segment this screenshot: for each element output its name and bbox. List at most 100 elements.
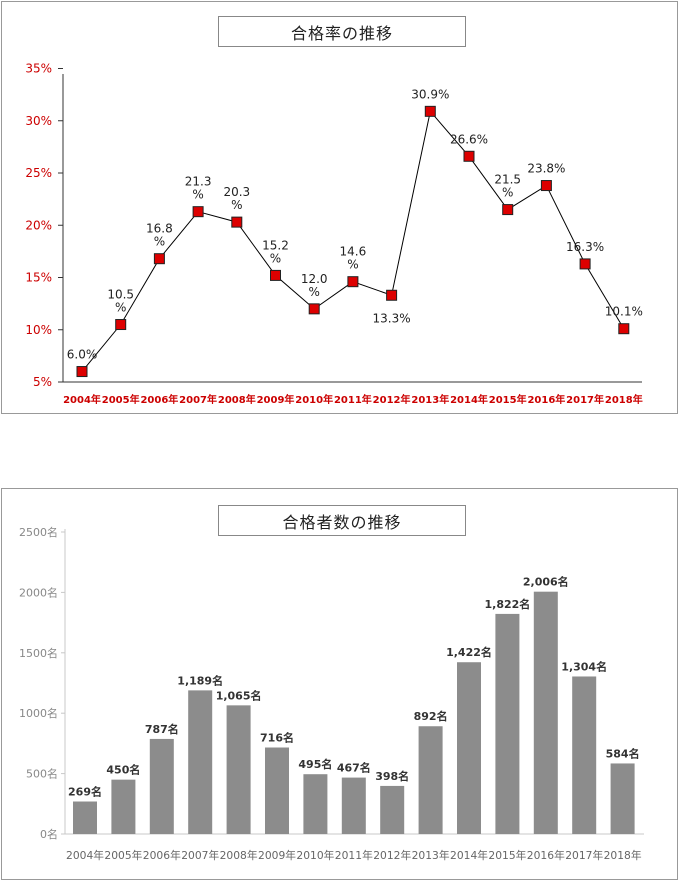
data-point-marker: [347, 276, 359, 288]
x-tick-label: 2010年: [296, 848, 334, 862]
y-tick-label: 15%: [25, 271, 52, 285]
y-tick-label: 2500名: [19, 525, 58, 539]
x-tick-label: 2007年: [179, 393, 217, 406]
y-tick-label: 35%: [25, 62, 52, 76]
x-tick-label: 2013年: [411, 393, 449, 406]
data-value-label: 10.5%: [107, 288, 134, 315]
bar: [572, 676, 597, 834]
data-point-marker: [76, 366, 88, 378]
x-tick-label: 2016年: [527, 393, 565, 406]
passers-chart-panel: 合格者数の推移 2500名 2000名 1500名 1000名 500名 0名 269名 45…: [1, 488, 678, 880]
data-value-label: 10.1%: [605, 305, 643, 319]
bar: [341, 777, 366, 834]
bar-value-label: 1,065名: [216, 688, 262, 702]
passers-chart-title: 合格者数の推移: [218, 505, 466, 536]
x-tick-label: 2016年: [527, 848, 565, 862]
data-point-marker: [270, 269, 281, 281]
bar: [73, 801, 97, 834]
y-tick-label: 30%: [25, 114, 52, 128]
data-value-label: 23.8%: [527, 162, 565, 176]
data-point-marker: [618, 323, 630, 335]
y-tick-label: 500名: [26, 767, 58, 781]
x-tick-label: 2015年: [489, 393, 527, 406]
y-tick-label: 1000名: [19, 706, 58, 720]
bar-value-label: 1,422名: [446, 645, 492, 659]
bar-value-label: 467名: [337, 761, 371, 775]
y-tick-label: 5%: [33, 375, 52, 389]
data-value-label: 16.3%: [566, 240, 604, 254]
data-point-marker: [192, 206, 204, 218]
data-value-label: 21.3%: [185, 175, 212, 202]
bar: [457, 662, 481, 834]
bar-value-label: 2,006名: [523, 575, 569, 589]
bar: [495, 613, 520, 834]
bar: [303, 774, 328, 834]
data-value-label: 26.6%: [450, 132, 488, 146]
x-tick-label: 2014年: [450, 393, 488, 406]
bar-value-label: 1,189名: [177, 673, 223, 687]
bar-value-label: 716名: [260, 731, 294, 745]
x-tick-label: 2018年: [605, 393, 643, 406]
x-tick-label: 2007年: [181, 848, 219, 862]
rate-chart-panel: 合格率の推移 35% 30% 25% 20% 15% 10% 5% 2004年 2005年 200…: [1, 1, 678, 414]
data-point-marker: [308, 303, 320, 315]
passers-bar-chart: 2500名 2000名 1500名 1000名 500名 0名 269名 450名 787名 1,…: [19, 525, 644, 862]
bar-value-label: 269名: [68, 785, 102, 799]
x-tick-label: 2010年: [295, 393, 333, 406]
bar-value-label: 398名: [375, 769, 409, 783]
data-point-marker: [115, 319, 127, 331]
x-tick-label: 2012年: [373, 393, 411, 406]
x-tick-label: 2009年: [258, 848, 296, 862]
x-tick-label: 2015年: [488, 848, 526, 862]
data-value-label: 30.9%: [411, 87, 449, 101]
bar: [610, 763, 635, 834]
y-tick-label: 1500名: [19, 646, 58, 660]
bar: [380, 785, 405, 834]
x-tick-label: 2004年: [63, 393, 101, 406]
data-value-label: 20.3%: [223, 185, 250, 212]
y-tick-label: 20%: [25, 218, 52, 232]
data-point-marker: [502, 204, 514, 216]
bar: [149, 738, 174, 834]
x-tick-label: 2011年: [335, 848, 373, 862]
data-point-marker: [153, 253, 165, 265]
x-tick-label: 2013年: [412, 848, 450, 862]
x-tick-label: 2014年: [450, 848, 488, 862]
data-point-marker: [463, 150, 475, 162]
x-tick-label: 2017年: [565, 848, 603, 862]
x-tick-label: 2006年: [140, 393, 178, 406]
rate-line-chart: 35% 30% 25% 20% 15% 10% 5% 2004年 2005年 2006年 2007年…: [25, 62, 643, 407]
bar: [226, 705, 251, 834]
bar-value-label: 892名: [414, 709, 448, 723]
x-tick-label: 2006年: [143, 848, 181, 862]
data-value-label: 14.6%: [340, 245, 367, 272]
x-tick-label: 2008年: [218, 393, 256, 406]
y-tick-label: 2000名: [19, 585, 58, 599]
x-tick-label: 2017年: [566, 393, 604, 406]
bar-value-label: 787名: [145, 722, 179, 736]
x-tick-label: 2012年: [373, 848, 411, 862]
x-tick-label: 2018年: [604, 848, 642, 862]
y-tick-label: 10%: [25, 323, 52, 337]
bar: [418, 726, 443, 834]
bar: [265, 747, 289, 834]
data-value-label: 21.5%: [494, 173, 521, 200]
data-point-marker: [386, 289, 398, 301]
x-tick-label: 2005年: [102, 393, 140, 406]
x-tick-label: 2008年: [220, 848, 258, 862]
data-value-label: 12.0%: [301, 272, 328, 299]
bar-value-label: 1,822名: [485, 597, 531, 611]
data-point-marker: [540, 180, 552, 192]
x-tick-label: 2011年: [334, 393, 372, 406]
bar-value-label: 1,304名: [561, 659, 607, 673]
x-tick-label: 2005年: [104, 848, 142, 862]
bar-value-label: 450名: [106, 763, 140, 777]
bar-value-label: 584名: [606, 746, 640, 760]
bar: [188, 690, 213, 834]
data-value-label: 13.3%: [373, 311, 411, 325]
data-value-label: 15.2%: [262, 238, 289, 265]
rate-chart-title: 合格率の推移: [218, 16, 466, 47]
x-tick-label: 2004年: [66, 848, 104, 862]
x-tick-label: 2009年: [257, 393, 295, 406]
bar-value-label: 495名: [298, 757, 332, 771]
